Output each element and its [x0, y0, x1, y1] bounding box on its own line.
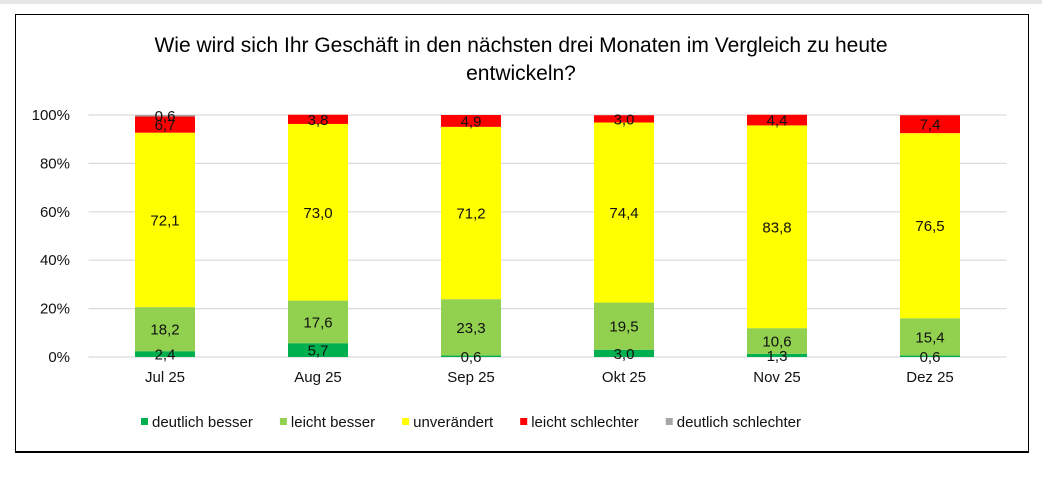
chart-title-line-1: Wie wird sich Ihr Geschäft in den nächst… [154, 34, 887, 57]
bar-segment [441, 115, 501, 127]
data-label: 23,3 [456, 320, 485, 337]
data-label: 0,6 [155, 108, 176, 125]
x-tick-label: Aug 25 [294, 369, 342, 386]
data-label: 3,0 [614, 346, 635, 363]
bar-segment [135, 132, 195, 308]
data-label: 4,4 [767, 113, 788, 130]
bar-segment [135, 307, 195, 352]
legend-label: leicht besser [291, 414, 375, 431]
bar-segment [747, 114, 807, 126]
data-label: 71,2 [456, 206, 485, 223]
bar-segment [135, 116, 195, 133]
legend-label: leicht schlechter [531, 414, 639, 431]
chart-title: Wie wird sich Ihr Geschäft in den nächst… [154, 34, 887, 85]
y-tick-label: 20% [40, 301, 70, 318]
data-label: 76,5 [915, 218, 944, 235]
bar-segment [594, 302, 654, 350]
data-label: 0,6 [920, 349, 941, 366]
data-labels: 2,418,272,16,70,65,717,673,03,80,623,371… [150, 108, 944, 366]
bar-segment [900, 133, 960, 319]
data-label: 3,0 [614, 111, 635, 128]
data-label: 7,4 [920, 117, 941, 134]
bar-segment [900, 115, 960, 134]
bar-segment [594, 115, 654, 123]
data-label: 5,7 [308, 343, 329, 360]
x-tick-label: Nov 25 [753, 369, 801, 386]
data-label: 19,5 [609, 319, 638, 336]
top-band [0, 0, 1042, 4]
legend-item: leicht besser [279, 414, 375, 431]
data-label: 2,4 [155, 347, 176, 364]
data-label: 72,1 [150, 212, 179, 229]
gridlines [88, 114, 1007, 358]
legend-label: deutlich schlechter [677, 414, 801, 431]
legend-swatch [520, 418, 528, 425]
legend: deutlich besser leicht besser unverändert l… [141, 414, 801, 431]
bar-segment [288, 114, 348, 124]
bar-segment [441, 355, 501, 357]
legend-label: deutlich besser [152, 414, 253, 431]
data-label: 74,4 [609, 205, 638, 222]
bar-segment [900, 318, 960, 356]
bar-segment [288, 123, 348, 301]
x-axis-ticks: Jul 25 Aug 25 Sep 25 Okt 25 Nov 25 Dez 25 [145, 369, 954, 386]
data-label: 1,3 [767, 348, 788, 365]
bar-segment [441, 126, 501, 300]
data-label: 73,0 [303, 205, 332, 222]
bar-segment [747, 125, 807, 329]
legend-item: leicht schlechter [520, 414, 639, 431]
data-label: 83,8 [762, 219, 791, 236]
data-label: 17,6 [303, 314, 332, 331]
legend-swatch [279, 418, 287, 425]
bar-segment [135, 351, 195, 357]
data-label: 18,2 [150, 322, 179, 339]
data-label: 10,6 [762, 334, 791, 351]
legend-item: unverändert [402, 414, 494, 431]
bar-segment [288, 300, 348, 344]
bar-segment [747, 328, 807, 354]
y-axis-ticks: 0% 20% 40% 60% 80% 100% [32, 107, 70, 366]
data-label: 4,9 [461, 113, 482, 130]
x-tick-label: Jul 25 [145, 369, 185, 386]
x-tick-label: Okt 25 [602, 369, 646, 386]
legend-item: deutlich schlechter [665, 414, 801, 431]
bars [135, 114, 960, 357]
y-tick-label: 0% [48, 349, 70, 366]
y-tick-label: 100% [32, 107, 70, 124]
bar-segment [135, 115, 195, 117]
y-tick-label: 60% [40, 204, 70, 221]
data-label: 15,4 [915, 329, 944, 346]
legend-item: deutlich besser [141, 414, 253, 431]
bar-segment [900, 355, 960, 357]
chart-title-line-2: entwickeln? [466, 62, 576, 85]
bar-segment [441, 299, 501, 356]
data-label: 3,8 [308, 112, 329, 129]
data-label: 6,7 [155, 117, 176, 134]
x-tick-label: Dez 25 [906, 369, 954, 386]
legend-swatch [141, 418, 148, 425]
y-tick-label: 40% [40, 252, 70, 269]
legend-swatch [402, 418, 410, 425]
legend-label: unverändert [413, 414, 494, 431]
y-tick-label: 80% [40, 155, 70, 172]
x-tick-label: Sep 25 [447, 369, 495, 386]
data-label: 0,6 [461, 349, 482, 366]
bar-segment [594, 122, 654, 303]
bar-segment [747, 353, 807, 357]
bar-segment [288, 343, 348, 357]
legend-swatch [665, 418, 673, 425]
bar-segment [594, 349, 654, 357]
